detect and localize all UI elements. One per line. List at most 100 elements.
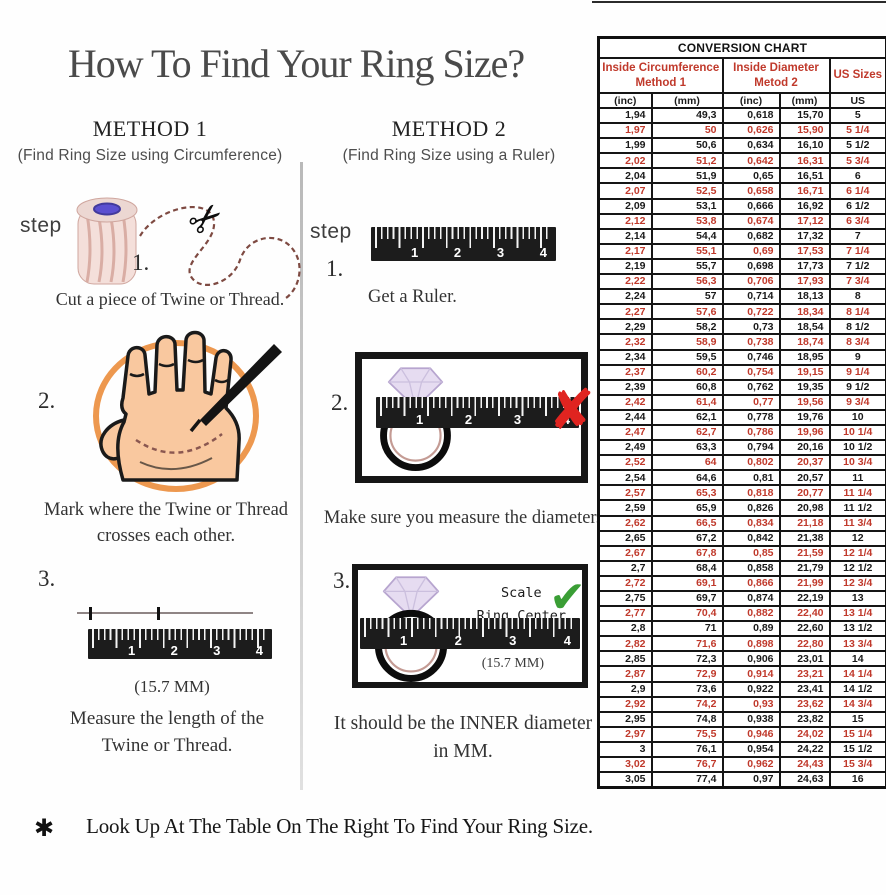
ruler-numbers: 1 2 3 4 bbox=[376, 412, 579, 428]
m1-step3-caption: Measure the length of the Twine or Threa… bbox=[69, 708, 265, 756]
table-cell: 15,70 bbox=[778, 106, 831, 125]
table-cell: 0,682 bbox=[721, 227, 781, 245]
table-cell: 20,98 bbox=[778, 499, 831, 517]
table-cell: 2,29 bbox=[597, 318, 653, 336]
ruler-number: 2 bbox=[464, 412, 473, 427]
table-cell: 2,07 bbox=[597, 182, 653, 200]
diamond bbox=[387, 367, 444, 409]
ruler-number: 4 bbox=[563, 633, 571, 648]
table-cell: 0,666 bbox=[721, 197, 781, 215]
table-cell: 21,18 bbox=[778, 514, 831, 532]
table-cell: 23,62 bbox=[778, 695, 831, 713]
table-row: 2,32 58,9 0,738 18,74 8 3/4 bbox=[597, 333, 886, 351]
m1-step1-caption: Cut a piece of Twine or Thread. bbox=[55, 289, 285, 309]
table-cell: 17,53 bbox=[778, 242, 831, 260]
table-cell: 8 1/4 bbox=[828, 303, 886, 321]
table-row: 2,27 57,6 0,722 18,34 8 1/4 bbox=[597, 303, 886, 321]
table-cell: 3,05 bbox=[597, 771, 653, 789]
table-cell: 0,674 bbox=[721, 212, 781, 230]
table-row: 1,97 50 0,626 15,90 5 1/4 bbox=[597, 122, 886, 140]
table-cell: 0,97 bbox=[721, 771, 781, 789]
table-cell: 2,85 bbox=[597, 650, 653, 668]
table-cell: 58,2 bbox=[650, 318, 724, 336]
table-row: 2,42 61,4 0,77 19,56 9 3/4 bbox=[597, 393, 886, 411]
table-cell: 21,38 bbox=[778, 529, 831, 547]
table-cell: 3,02 bbox=[597, 756, 653, 774]
table-cell: 74,2 bbox=[650, 695, 724, 713]
table-cell: 5 3/4 bbox=[828, 152, 886, 170]
table-cell: 0,802 bbox=[721, 454, 781, 472]
table-row: 2,75 69,7 0,874 22,19 13 bbox=[597, 589, 886, 608]
table-row: 2,47 62,7 0,786 19,96 10 1/4 bbox=[597, 423, 886, 442]
scissors-icon: ✂ bbox=[179, 191, 234, 248]
table-cell: 21,59 bbox=[778, 544, 831, 562]
table-cell: 74,8 bbox=[650, 710, 724, 728]
table-cell: 0,746 bbox=[721, 348, 781, 366]
table-cell: 69,7 bbox=[650, 589, 724, 608]
table-cell: 19,76 bbox=[778, 408, 831, 426]
table-cell: 0,882 bbox=[721, 605, 781, 623]
table-cell: 22,40 bbox=[778, 605, 831, 623]
table-title: CONVERSION CHART bbox=[597, 36, 886, 59]
table-cell: 62,1 bbox=[650, 408, 724, 426]
conversion-chart: CONVERSION CHART Inside Circumference Me… bbox=[597, 36, 886, 790]
table-cell: 2,12 bbox=[597, 212, 653, 230]
table-cell: 6 3/4 bbox=[828, 212, 886, 230]
table-cell: 57 bbox=[650, 288, 724, 306]
table-cell: 0,826 bbox=[721, 499, 781, 517]
m1-step2-caption: Mark where the Twine or Thread crosses e… bbox=[43, 500, 289, 547]
table-row: 2,17 55,1 0,69 17,53 7 1/4 bbox=[597, 242, 886, 260]
table-row: 2,92 74,2 0,93 23,62 14 3/4 bbox=[597, 695, 886, 713]
table-cell: 63,3 bbox=[650, 439, 724, 457]
palm-and-fingers bbox=[116, 330, 241, 482]
table-cell: 52,5 bbox=[650, 182, 724, 200]
table-cell: 24,43 bbox=[778, 756, 831, 774]
col-group-circumference: Inside Circumference Method 1 bbox=[597, 57, 724, 94]
table-cell: 1,99 bbox=[597, 137, 653, 155]
table-cell: 58,9 bbox=[650, 333, 724, 351]
table-cell: 19,15 bbox=[778, 363, 831, 381]
table-cell: 67,8 bbox=[650, 544, 724, 562]
table-cell: 10 1/4 bbox=[828, 423, 886, 442]
table-cell: 53,1 bbox=[650, 197, 724, 215]
table-cell: 20,37 bbox=[778, 454, 831, 472]
twine-mark-dashed bbox=[135, 433, 223, 454]
table-cell: 72,9 bbox=[650, 665, 724, 683]
thread-tick bbox=[157, 607, 160, 620]
top-border-line bbox=[592, 1, 886, 3]
table-cell: 2,54 bbox=[597, 469, 653, 487]
table-cell: 0,778 bbox=[721, 408, 781, 426]
table-row: 2,9 73,6 0,922 23,41 14 1/2 bbox=[597, 680, 886, 698]
table-cell: 13 1/2 bbox=[828, 620, 886, 638]
col-group-us-sizes: US Sizes bbox=[828, 57, 886, 94]
table-cell: 21,99 bbox=[778, 574, 831, 593]
table-row: 2,85 72,3 0,906 23,01 14 bbox=[597, 650, 886, 668]
table-cell: 0,762 bbox=[721, 378, 781, 396]
table-cell: 0,874 bbox=[721, 589, 781, 608]
table-cell: 16,10 bbox=[778, 137, 831, 155]
table-cell: 10 1/2 bbox=[828, 439, 886, 457]
table-cell: 18,34 bbox=[778, 303, 831, 321]
table-cell: 0,77 bbox=[721, 393, 781, 411]
hand-illustration bbox=[93, 330, 282, 492]
subheader-inc2: (inc) bbox=[721, 92, 781, 109]
table-cell: 67,2 bbox=[650, 529, 724, 547]
ruler-number: 4 bbox=[539, 245, 547, 260]
table-row: 2,07 52,5 0,658 16,71 6 1/4 bbox=[597, 182, 886, 200]
ruler-on-ring-top: 1 2 3 4 bbox=[376, 397, 579, 428]
table-cell: 15,90 bbox=[778, 122, 831, 140]
m1-measurement-label: (15.7 MM) bbox=[134, 677, 210, 696]
ruler-number: 3 bbox=[513, 412, 522, 427]
table-cell: 0,626 bbox=[721, 122, 781, 140]
table-cell: 9 bbox=[828, 348, 886, 366]
table-cell: 0,85 bbox=[721, 544, 781, 562]
method2-step-word: step bbox=[310, 220, 352, 243]
table-cell: 2,22 bbox=[597, 273, 653, 291]
table-row: 2,14 54,4 0,682 17,32 7 bbox=[597, 227, 886, 245]
table-cell: 0,786 bbox=[721, 423, 781, 442]
table-cell: 2,49 bbox=[597, 439, 653, 457]
spool bbox=[76, 197, 138, 285]
table-cell: 0,946 bbox=[721, 725, 781, 743]
table-row: 2,57 65,3 0,818 20,77 11 1/4 bbox=[597, 484, 886, 502]
table-cell: 2,95 bbox=[597, 710, 653, 728]
